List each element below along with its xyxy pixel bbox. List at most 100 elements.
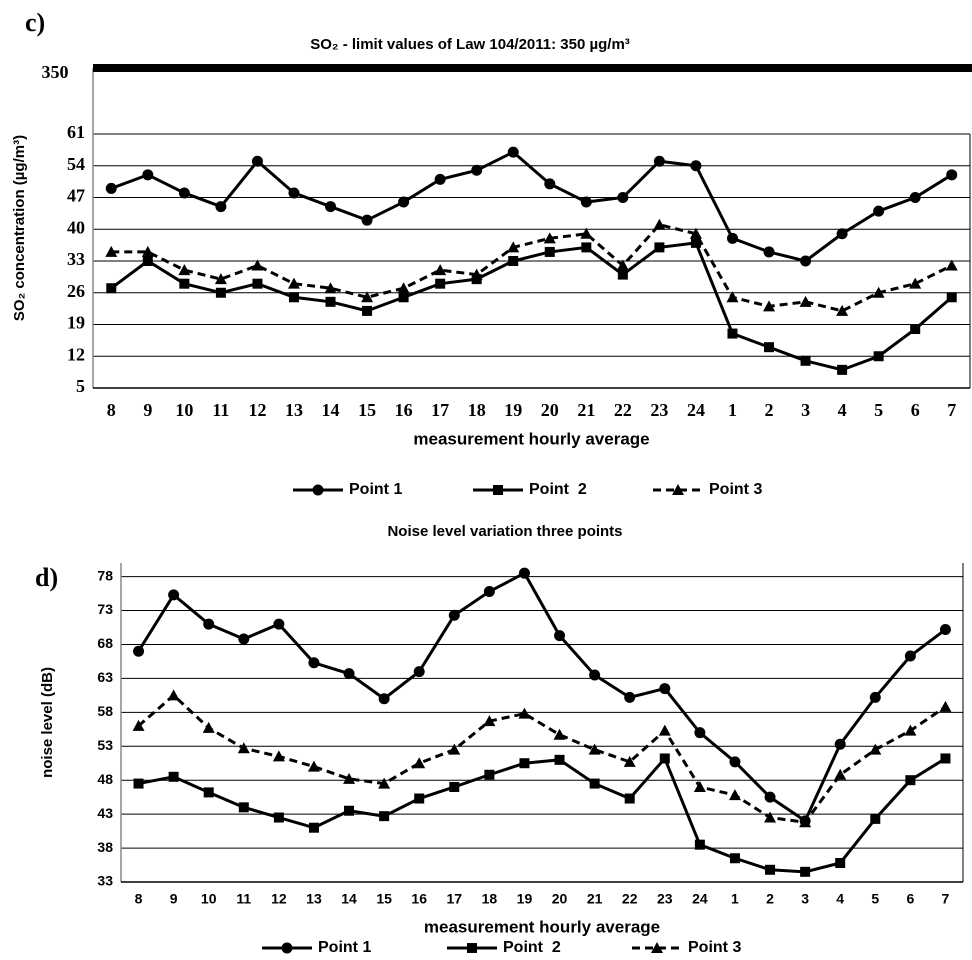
marker	[215, 287, 226, 298]
series-line	[137, 693, 947, 824]
marker	[141, 245, 154, 257]
y-tick-label: 63	[97, 669, 113, 685]
marker	[324, 282, 337, 294]
x-tick-label: 6	[906, 891, 914, 907]
marker	[343, 772, 356, 784]
x-tick-label: 3	[801, 400, 810, 420]
marker	[653, 155, 665, 167]
x-tick-label: 21	[587, 891, 603, 907]
marker	[729, 756, 741, 768]
marker	[543, 232, 556, 244]
marker	[873, 351, 884, 362]
legend-label: Point 3	[688, 939, 741, 956]
marker	[202, 721, 215, 733]
y-tick-label: 33	[97, 873, 113, 889]
marker	[142, 169, 154, 181]
marker	[872, 286, 885, 298]
legend-label: Point 1	[349, 481, 402, 498]
marker	[435, 278, 446, 289]
marker	[835, 857, 846, 868]
x-tick-label: 17	[431, 400, 449, 420]
marker	[623, 755, 636, 767]
marker	[325, 201, 337, 213]
marker	[589, 778, 600, 789]
marker	[800, 355, 811, 366]
x-tick-label: 7	[947, 400, 956, 420]
marker	[507, 241, 520, 253]
chart-title: Noise level variation three points	[387, 523, 622, 540]
marker	[654, 242, 665, 253]
marker	[624, 793, 635, 804]
marker	[939, 624, 951, 636]
marker	[252, 278, 263, 289]
marker	[624, 691, 636, 703]
marker	[836, 304, 849, 316]
marker	[588, 743, 601, 755]
marker	[287, 277, 300, 289]
x-tick-label: 2	[766, 891, 774, 907]
marker	[799, 816, 812, 828]
marker	[554, 630, 566, 642]
marker	[203, 787, 214, 798]
x-tick-label: 8	[107, 400, 116, 420]
marker	[325, 296, 336, 307]
marker	[449, 781, 460, 792]
marker	[379, 811, 390, 822]
x-tick-label: 6	[911, 400, 920, 420]
x-tick-label: 12	[271, 891, 287, 907]
series-line	[110, 150, 953, 263]
marker	[203, 618, 215, 630]
marker	[799, 295, 812, 307]
marker	[764, 791, 776, 803]
x-tick-label: 10	[201, 891, 217, 907]
marker	[616, 259, 629, 271]
x-tick-label: 22	[622, 891, 638, 907]
marker	[414, 793, 425, 804]
marker	[765, 864, 776, 875]
marker	[413, 757, 426, 769]
x-tick-label: 10	[175, 400, 193, 420]
x-tick-label: 2	[765, 400, 774, 420]
chart-title: SO₂ - limit values of Law 104/2011: 350 …	[310, 36, 630, 53]
legend-label: Point 2	[503, 939, 561, 956]
marker	[178, 187, 190, 199]
marker	[729, 853, 740, 864]
x-axis-label: measurement hourly average	[413, 429, 649, 448]
y-tick-label: 43	[97, 805, 113, 821]
marker	[581, 242, 592, 253]
marker	[694, 727, 706, 739]
x-tick-label: 17	[447, 891, 463, 907]
marker	[905, 775, 916, 786]
x-tick-label: 19	[517, 891, 533, 907]
marker	[105, 245, 118, 257]
marker	[727, 328, 738, 339]
marker	[251, 155, 263, 167]
marker	[689, 227, 702, 239]
x-tick-label: 14	[322, 400, 340, 420]
x-tick-label: 22	[614, 400, 632, 420]
x-tick-label: 3	[801, 891, 809, 907]
marker	[361, 291, 374, 303]
marker	[946, 292, 957, 303]
x-tick-label: 23	[657, 891, 673, 907]
x-tick-label: 9	[143, 400, 152, 420]
x-tick-label: 1	[728, 400, 737, 420]
marker	[693, 780, 706, 792]
y-tick-label: 19	[67, 313, 85, 333]
marker	[653, 218, 666, 230]
x-tick-label: 15	[376, 891, 392, 907]
marker	[251, 259, 264, 271]
series-line	[111, 223, 953, 313]
x-tick-label: 13	[285, 400, 303, 420]
marker	[694, 839, 705, 850]
marker	[904, 650, 916, 662]
marker	[554, 754, 565, 765]
marker	[800, 255, 812, 267]
marker	[307, 760, 320, 772]
marker	[518, 567, 530, 579]
marker	[106, 283, 117, 294]
marker	[580, 227, 593, 239]
marker	[238, 802, 249, 813]
marker	[690, 160, 702, 172]
